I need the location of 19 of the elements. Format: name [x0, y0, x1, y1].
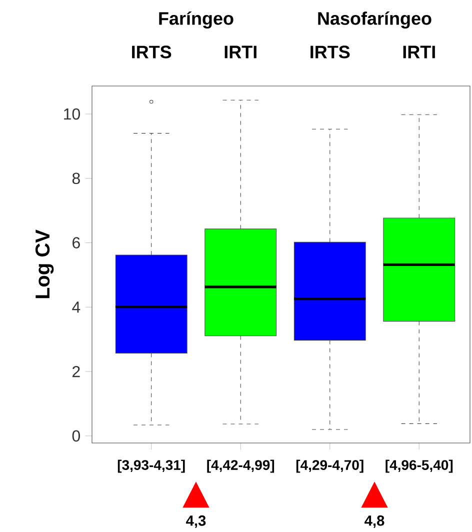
- y-tick-label: 10: [64, 108, 80, 120]
- y-axis-title: Log CV: [35, 230, 54, 298]
- text: Faríngeo: [159, 11, 234, 28]
- x-tick-label: [3,93-4,31]: [118, 460, 185, 473]
- x-tick-label: [4,96-5,40]: [386, 460, 453, 473]
- y-tick-label: 4: [72, 302, 80, 313]
- y-tick-label: 0: [72, 430, 80, 442]
- y-tick-label: 6: [72, 237, 80, 248]
- text: IRTI: [403, 46, 435, 58]
- x-tick-label: [4,29-4,70]: [296, 460, 364, 473]
- text: IRTI: [224, 46, 256, 58]
- y-tick-label: 2: [72, 366, 80, 378]
- text: 4,8: [364, 515, 384, 528]
- text: IRTS: [132, 46, 172, 58]
- y-tick-label: 8: [72, 172, 80, 184]
- text: Nasofaríngeo: [318, 11, 432, 28]
- text: IRTS: [310, 46, 350, 58]
- text: 4,3: [186, 515, 206, 528]
- x-tick-label: [4,42-4,99]: [207, 460, 274, 473]
